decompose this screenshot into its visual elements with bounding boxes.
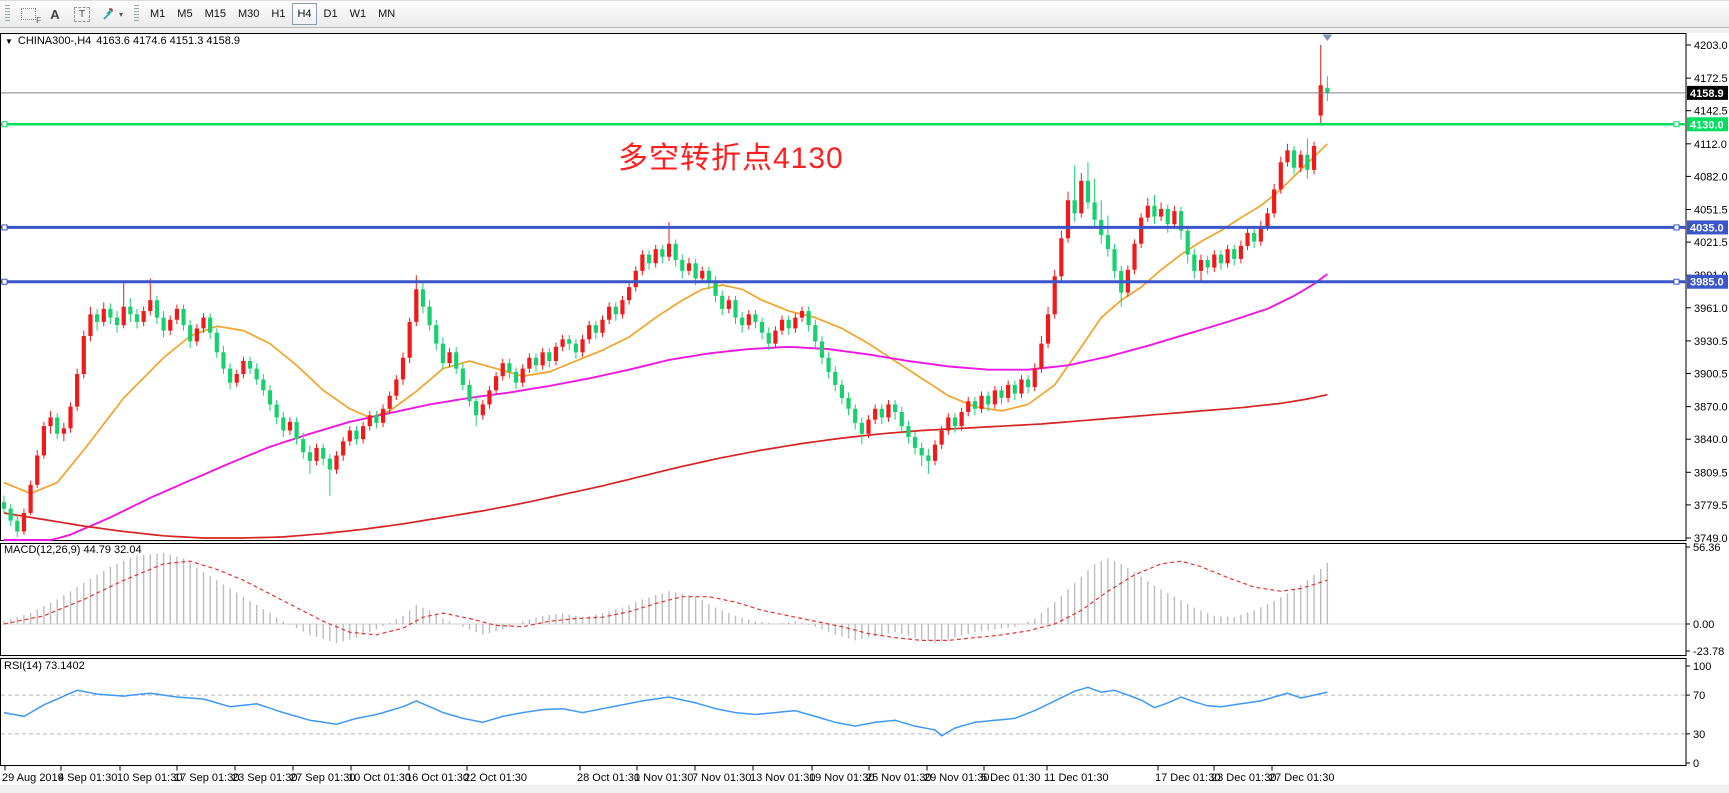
ma-slow-red xyxy=(3,393,1328,539)
symbol-period-label: CHINA300-,H4 xyxy=(17,35,92,47)
candlestick-series xyxy=(1,45,1330,537)
tf-button-m1[interactable]: M1 xyxy=(145,3,170,25)
tf-button-m5[interactable]: M5 xyxy=(172,3,197,25)
tf-button-mn[interactable]: MN xyxy=(373,3,400,25)
dropdown-caret-icon: ▾ xyxy=(119,9,124,19)
svg-text:4035.0: 4035.0 xyxy=(1690,222,1724,234)
hline-4130.0[interactable] xyxy=(1,121,1686,128)
svg-text:29 Aug 2019: 29 Aug 2019 xyxy=(2,772,64,784)
svg-text:1 Nov 01:30: 1 Nov 01:30 xyxy=(634,772,693,784)
last-bar-marker-icon xyxy=(1322,34,1333,41)
svg-text:70: 70 xyxy=(1693,690,1705,702)
ma-fast-orange xyxy=(3,143,1328,495)
date-axis xyxy=(4,766,1273,771)
tf-button-w1[interactable]: W1 xyxy=(345,3,372,25)
level-label-4035.0 xyxy=(1687,220,1728,235)
symbol-dropdown-icon[interactable]: ▼ xyxy=(5,36,13,46)
svg-text:10 Oct 01:30: 10 Oct 01:30 xyxy=(348,772,411,784)
svg-text:3809.5: 3809.5 xyxy=(1694,467,1728,479)
svg-text:27 Sep 01:30: 27 Sep 01:30 xyxy=(290,772,355,784)
chart-title: ▼ CHINA300-,H4 4163.6 4174.6 4151.3 4158… xyxy=(5,35,240,47)
rsi-indicator-label: RSI(14) 73.1402 xyxy=(4,660,85,672)
svg-text:3985.0: 3985.0 xyxy=(1690,277,1724,289)
macd-panel xyxy=(1,552,1685,644)
svg-text:27 Dec 01:30: 27 Dec 01:30 xyxy=(1269,772,1334,784)
svg-text:3840.0: 3840.0 xyxy=(1694,434,1728,446)
level-label-3985.0 xyxy=(1687,274,1728,289)
svg-text:30: 30 xyxy=(1693,729,1705,741)
text-a-icon[interactable]: A xyxy=(43,3,67,25)
svg-text:23 Sep 01:30: 23 Sep 01:30 xyxy=(232,772,297,784)
tf-button-m15[interactable]: M15 xyxy=(200,3,231,25)
svg-text:3779.5: 3779.5 xyxy=(1694,500,1728,512)
svg-text:25 Nov 01:30: 25 Nov 01:30 xyxy=(866,772,931,784)
tf-button-m30[interactable]: M30 xyxy=(233,3,264,25)
svg-text:-23.78: -23.78 xyxy=(1693,646,1724,658)
svg-text:10 Sep 01:30: 10 Sep 01:30 xyxy=(117,772,182,784)
svg-text:3961.0: 3961.0 xyxy=(1694,303,1728,315)
toolbar-grip[interactable] xyxy=(5,5,10,23)
svg-text:4172.5: 4172.5 xyxy=(1694,73,1728,85)
price-chart[interactable]: 4203.0 4172.5 4142.5 4112.0 4082.0 4051.5 4021… xyxy=(0,28,1729,793)
price-axis xyxy=(1686,44,1691,764)
f-frame-icon[interactable]: F xyxy=(16,3,41,25)
svg-text:11 Dec 01:30: 11 Dec 01:30 xyxy=(1044,772,1109,784)
svg-text:3930.5: 3930.5 xyxy=(1694,336,1728,348)
hline-3985.0[interactable] xyxy=(1,278,1686,285)
svg-text:4158.9: 4158.9 xyxy=(1690,88,1724,100)
svg-text:3749.0: 3749.0 xyxy=(1694,533,1728,545)
svg-text:0.00: 0.00 xyxy=(1693,619,1714,631)
svg-text:4082.0: 4082.0 xyxy=(1694,171,1728,183)
arrows-glyph xyxy=(103,8,113,20)
svg-text:5 Dec 01:30: 5 Dec 01:30 xyxy=(981,772,1040,784)
toolbar-grip-2[interactable] xyxy=(134,5,140,23)
svg-text:0: 0 xyxy=(1693,758,1699,770)
svg-text:13 Nov 01:30: 13 Nov 01:30 xyxy=(750,772,815,784)
svg-text:4112.0: 4112.0 xyxy=(1694,139,1727,151)
arrows-icon[interactable]: ▾ xyxy=(97,3,128,25)
svg-text:23 Dec 01:30: 23 Dec 01:30 xyxy=(1211,772,1276,784)
toolbar: F A T ▾ M1 M5 M15 M30 H1 H4 D1 W1 MN xyxy=(0,0,1729,28)
svg-text:28 Oct 01:30: 28 Oct 01:30 xyxy=(577,772,640,784)
svg-text:100: 100 xyxy=(1693,661,1711,673)
svg-text:4142.5: 4142.5 xyxy=(1694,106,1728,118)
tf-button-h1[interactable]: H1 xyxy=(266,3,290,25)
svg-text:22 Oct 01:30: 22 Oct 01:30 xyxy=(464,772,527,784)
level-label-4130.0 xyxy=(1687,117,1728,132)
svg-text:29 Nov 01:30: 29 Nov 01:30 xyxy=(924,772,989,784)
chart-window[interactable]: 4203.0 4172.5 4142.5 4112.0 4082.0 4051.5 4021… xyxy=(0,28,1729,793)
svg-text:3900.5: 3900.5 xyxy=(1694,368,1728,380)
svg-text:4 Sep 01:30: 4 Sep 01:30 xyxy=(58,772,117,784)
svg-text:56.36: 56.36 xyxy=(1693,542,1721,554)
text-box-icon[interactable]: T xyxy=(69,3,95,25)
svg-text:17 Dec 01:30: 17 Dec 01:30 xyxy=(1155,772,1220,784)
svg-text:4130.0: 4130.0 xyxy=(1690,119,1724,131)
price-annotation[interactable]: 多空转折点4130 xyxy=(618,142,844,175)
frame-glyph: F xyxy=(21,8,41,25)
svg-text:3870.0: 3870.0 xyxy=(1694,402,1728,414)
hline-4035.0[interactable] xyxy=(1,224,1686,231)
svg-text:16 Oct 01:30: 16 Oct 01:30 xyxy=(406,772,469,784)
svg-text:4051.5: 4051.5 xyxy=(1694,205,1728,217)
svg-text:17 Sep 01:30: 17 Sep 01:30 xyxy=(174,772,239,784)
macd-indicator-label: MACD(12,26,9) 44.79 32.04 xyxy=(4,544,142,556)
current-price-label xyxy=(1687,85,1728,100)
svg-text:4021.5: 4021.5 xyxy=(1694,237,1728,249)
ma-mid-magenta xyxy=(4,273,1328,541)
svg-text:7 Nov 01:30: 7 Nov 01:30 xyxy=(692,772,751,784)
ohlc-values: 4163.6 4174.6 4151.3 4158.9 xyxy=(96,35,241,47)
svg-text:19 Nov 01:30: 19 Nov 01:30 xyxy=(809,772,874,784)
rsi-panel xyxy=(1,686,1685,737)
tf-button-d1[interactable]: D1 xyxy=(319,3,343,25)
svg-text:4203.0: 4203.0 xyxy=(1694,40,1728,52)
tf-button-h4[interactable]: H4 xyxy=(292,3,317,25)
